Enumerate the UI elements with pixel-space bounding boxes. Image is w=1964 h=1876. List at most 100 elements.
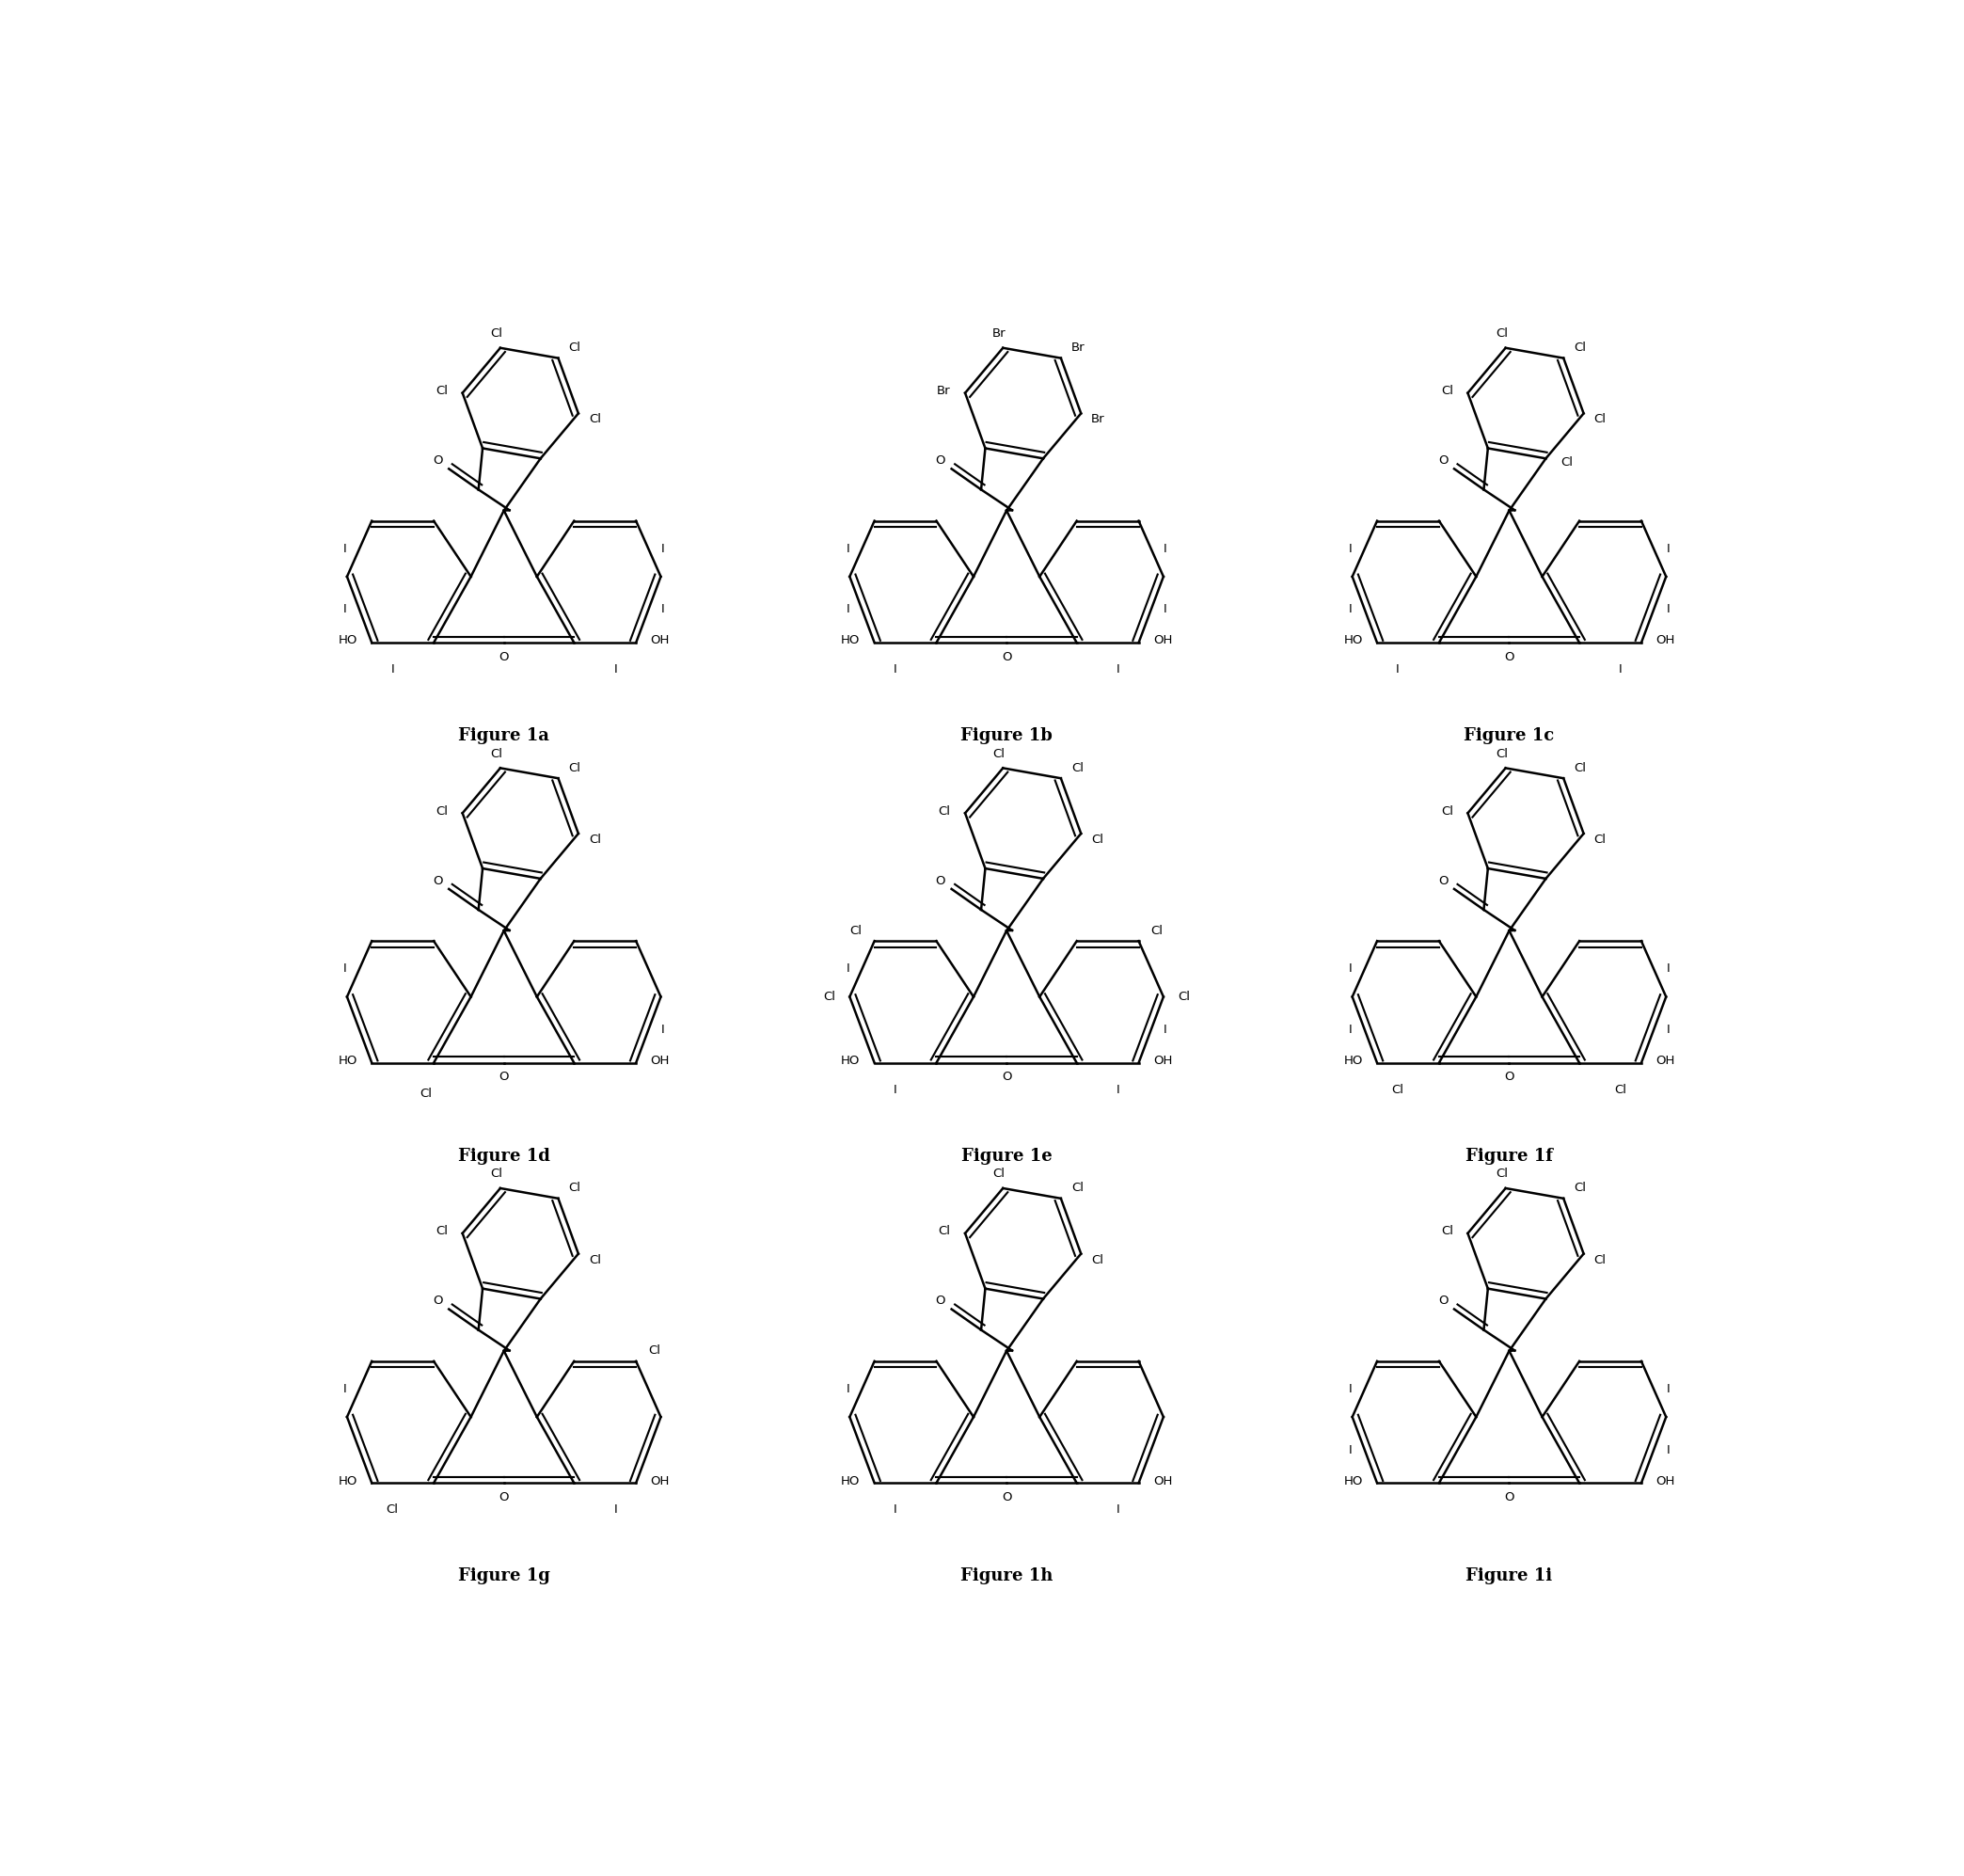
Text: I: I [344, 1383, 348, 1396]
Text: OH: OH [1656, 1475, 1675, 1488]
Text: I: I [1163, 604, 1167, 615]
Text: O: O [432, 454, 442, 467]
Text: Br: Br [937, 385, 951, 398]
Text: I: I [1396, 664, 1400, 675]
Text: O: O [1504, 1071, 1514, 1082]
Text: Figure 1f: Figure 1f [1465, 1148, 1554, 1165]
Text: O: O [1438, 874, 1447, 887]
Text: Cl: Cl [491, 328, 503, 340]
Text: I: I [846, 1383, 850, 1396]
Text: I: I [344, 542, 348, 555]
Text: Cl: Cl [823, 991, 835, 1004]
Text: Cl: Cl [1092, 1253, 1104, 1266]
Text: Cl: Cl [992, 1167, 1006, 1180]
Text: Cl: Cl [1573, 341, 1587, 355]
Text: O: O [1002, 1491, 1011, 1503]
Text: HO: HO [338, 1054, 357, 1067]
Text: Cl: Cl [436, 1225, 448, 1238]
Text: I: I [1665, 1383, 1669, 1396]
Text: O: O [432, 1294, 442, 1308]
Text: O: O [432, 874, 442, 887]
Text: O: O [1438, 1294, 1447, 1308]
Text: OH: OH [1153, 634, 1173, 647]
Text: Cl: Cl [1559, 456, 1573, 469]
Text: I: I [846, 962, 850, 976]
Text: I: I [1349, 542, 1353, 555]
Text: I: I [1116, 664, 1119, 675]
Text: I: I [846, 604, 850, 615]
Text: Figure 1b: Figure 1b [960, 728, 1053, 745]
Text: Cl: Cl [992, 747, 1006, 760]
Text: Cl: Cl [568, 762, 581, 775]
Text: Cl: Cl [420, 1088, 432, 1099]
Text: Cl: Cl [1495, 328, 1508, 340]
Text: Cl: Cl [648, 1345, 660, 1356]
Text: I: I [1665, 1024, 1669, 1036]
Text: HO: HO [1343, 634, 1363, 647]
Text: O: O [499, 651, 509, 664]
Text: I: I [1349, 1445, 1353, 1456]
Text: I: I [344, 604, 348, 615]
Text: Br: Br [992, 328, 1006, 340]
Text: Cl: Cl [491, 1167, 503, 1180]
Text: Cl: Cl [1442, 385, 1453, 398]
Text: O: O [1504, 1491, 1514, 1503]
Text: Cl: Cl [939, 805, 951, 818]
Text: Cl: Cl [589, 413, 601, 426]
Text: O: O [499, 1071, 509, 1082]
Text: I: I [1665, 1445, 1669, 1456]
Text: I: I [846, 542, 850, 555]
Text: I: I [660, 1024, 664, 1036]
Text: Figure 1g: Figure 1g [458, 1568, 550, 1585]
Text: O: O [1002, 651, 1011, 664]
Text: Cl: Cl [1573, 762, 1587, 775]
Text: Cl: Cl [939, 1225, 951, 1238]
Text: OH: OH [1153, 1475, 1173, 1488]
Text: I: I [613, 664, 617, 675]
Text: Cl: Cl [1495, 747, 1508, 760]
Text: Figure 1i: Figure 1i [1465, 1568, 1552, 1585]
Text: OH: OH [1153, 1054, 1173, 1067]
Text: Cl: Cl [1178, 991, 1190, 1004]
Text: Cl: Cl [1495, 1167, 1508, 1180]
Text: I: I [1349, 604, 1353, 615]
Text: O: O [1002, 1071, 1011, 1082]
Text: Br: Br [1070, 341, 1084, 355]
Text: Cl: Cl [1614, 1084, 1626, 1096]
Text: I: I [1163, 1024, 1167, 1036]
Text: Cl: Cl [1392, 1084, 1404, 1096]
Text: Cl: Cl [589, 1253, 601, 1266]
Text: OH: OH [650, 1475, 670, 1488]
Text: Cl: Cl [1070, 1182, 1084, 1195]
Text: Cl: Cl [568, 341, 581, 355]
Text: I: I [1116, 1084, 1119, 1096]
Text: I: I [1618, 664, 1622, 675]
Text: Cl: Cl [436, 805, 448, 818]
Text: I: I [660, 604, 664, 615]
Text: I: I [1349, 1024, 1353, 1036]
Text: I: I [1665, 542, 1669, 555]
Text: Figure 1a: Figure 1a [458, 728, 550, 745]
Text: I: I [1665, 604, 1669, 615]
Text: O: O [1504, 651, 1514, 664]
Text: Cl: Cl [491, 747, 503, 760]
Text: Cl: Cl [1595, 833, 1607, 846]
Text: Br: Br [1092, 413, 1106, 426]
Text: Figure 1e: Figure 1e [960, 1148, 1053, 1165]
Text: HO: HO [338, 634, 357, 647]
Text: Figure 1d: Figure 1d [458, 1148, 550, 1165]
Text: HO: HO [841, 1054, 860, 1067]
Text: HO: HO [338, 1475, 357, 1488]
Text: Cl: Cl [1573, 1182, 1587, 1195]
Text: Figure 1h: Figure 1h [960, 1568, 1053, 1585]
Text: Cl: Cl [1151, 925, 1163, 936]
Text: Cl: Cl [568, 1182, 581, 1195]
Text: Cl: Cl [850, 925, 862, 936]
Text: O: O [499, 1491, 509, 1503]
Text: O: O [935, 454, 945, 467]
Text: Figure 1c: Figure 1c [1463, 728, 1554, 745]
Text: Cl: Cl [1092, 833, 1104, 846]
Text: Cl: Cl [387, 1505, 399, 1516]
Text: O: O [1438, 454, 1447, 467]
Text: Cl: Cl [1595, 1253, 1607, 1266]
